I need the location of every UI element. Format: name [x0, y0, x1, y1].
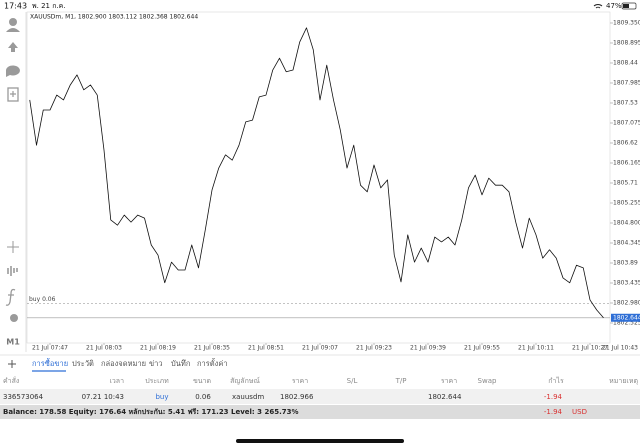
x-tick-label: 21 Jul 09:07 — [302, 345, 338, 352]
x-tick-label: 21 Jul 07:47 — [32, 345, 68, 352]
balance-profit: -1.94 — [544, 408, 563, 416]
cell-volume: 0.06 — [195, 393, 211, 401]
new-order-plus — [10, 91, 16, 97]
column-header: ราคา — [441, 377, 457, 385]
chart-frame — [26, 11, 611, 344]
cell-profit: -1.94 — [544, 393, 563, 401]
y-tick-label: 1802.525 — [613, 319, 640, 326]
y-tick-label: 1808.44 — [613, 59, 638, 66]
column-header: เวลา — [109, 377, 124, 385]
add-button[interactable] — [8, 360, 16, 368]
cell-open-price: 1802.966 — [280, 393, 314, 401]
tab[interactable]: การซื้อขาย — [32, 358, 68, 368]
column-header: คำสั่ง — [3, 376, 19, 385]
column-header: T/P — [395, 377, 407, 385]
cell-time: 07.21 10:43 — [82, 393, 124, 401]
battery-level — [623, 4, 629, 8]
x-tick-label: 21 Jul 09:55 — [464, 345, 500, 352]
tab[interactable]: การตั้งค่า — [197, 358, 228, 368]
y-tick-label: 1809.350 — [613, 19, 640, 26]
y-tick-label: 1806.165 — [613, 159, 640, 166]
column-header: กำไร — [548, 376, 564, 385]
y-tick-label: 1807.985 — [613, 79, 640, 86]
tab[interactable]: บันทึก — [171, 359, 190, 368]
tabs: การซื้อขาย ประวัติ กล่องจดหมาย ข่าว บันทึก กา… — [32, 358, 228, 372]
status-time: 17:43 — [4, 2, 27, 11]
new-order-icon[interactable] — [7, 87, 19, 102]
timeframe-button[interactable]: M1 — [6, 338, 20, 347]
status-date: พ. 21 ก.ค. — [32, 2, 66, 10]
y-tick-label: 1803.435 — [613, 279, 640, 286]
account-icon[interactable] — [9, 18, 17, 26]
indicator-icon[interactable] — [7, 266, 18, 276]
home-indicator — [236, 439, 404, 443]
cell-symbol: xauusdm — [232, 393, 264, 401]
chat-icon[interactable] — [5, 65, 20, 77]
balance-bg — [0, 405, 640, 419]
wifi-icon — [593, 4, 603, 9]
x-tick-label: 21 Jul 10:11 — [518, 345, 554, 352]
y-tick-label: 1804.800 — [613, 219, 640, 226]
balance-text: Balance: 178.58 Equity: 176.64 หลักประกั… — [3, 408, 298, 416]
column-header: ประเภท — [145, 377, 169, 385]
position-row-bg — [0, 389, 640, 404]
y-tick-label: 1805.71 — [613, 179, 638, 186]
crosshair-icon[interactable] — [7, 241, 19, 253]
y-tick-label: 1806.62 — [613, 139, 638, 146]
order-line-label: buy 0.06 — [29, 296, 56, 303]
balance-currency: USD — [572, 408, 587, 416]
battery-icon — [621, 2, 637, 10]
y-tick-label: 1802.980 — [613, 299, 640, 306]
y-tick-label: 1807.53 — [613, 99, 638, 106]
column-header: S/L — [347, 377, 358, 385]
column-header: ราคา — [292, 377, 308, 385]
y-tick-label: 1807.075 — [613, 119, 640, 126]
chart-title: XAUUSDm, M1, 1802.900 1803.112 1802.368 … — [30, 14, 198, 21]
column-header: สัญลักษณ์ — [230, 377, 260, 385]
x-tick-label: 21 Jul 09:23 — [356, 345, 392, 352]
plot: 1809.350 1808.895 1808.44 1807.985 1807.53 18… — [27, 19, 640, 352]
y-tick-label: 1805.255 — [613, 199, 640, 206]
tab[interactable]: ประวัติ — [72, 359, 94, 368]
cell-type: buy — [155, 393, 168, 401]
toolbar: M1 — [5, 18, 20, 347]
status-battery: 47% — [606, 2, 622, 10]
price-tag-label: 1802.644 — [613, 314, 640, 321]
x-tick-label: 21 Jul 08:51 — [248, 345, 284, 352]
trade-icon[interactable] — [8, 42, 18, 52]
tab[interactable]: ข่าว — [149, 359, 163, 368]
tab[interactable]: กล่องจดหมาย — [101, 359, 146, 368]
y-tick-label: 1804.345 — [613, 239, 640, 246]
x-tick-label: 21 Jul 09:39 — [410, 345, 446, 352]
cell-price: 1802.644 — [428, 393, 462, 401]
cell-order: 336573064 — [3, 393, 44, 401]
column-header: ขนาด — [193, 377, 211, 385]
price-line-series — [29, 27, 604, 319]
x-tick-label: 21 Jul 10:27 — [572, 345, 608, 352]
table-header: คำสั่ง เวลา ประเภท ขนาด สัญลักษณ์ ราคา S/L T/P ร… — [3, 376, 638, 385]
function-icon[interactable] — [5, 288, 16, 306]
x-tick-label: 21 Jul 08:03 — [86, 345, 122, 352]
account-icon-body — [6, 28, 20, 32]
objects-icon[interactable] — [10, 314, 18, 322]
price-tag-bg — [611, 313, 640, 322]
x-tick-label: 21 Jul 08:19 — [140, 345, 176, 352]
y-tick-label: 1808.895 — [613, 39, 640, 46]
y-tick-label: 1803.89 — [613, 259, 638, 266]
x-end-label: 21 Jul 10:43 — [602, 345, 638, 352]
column-header: หมายเหตุ — [609, 377, 638, 385]
x-tick-label: 21 Jul 08:35 — [194, 345, 230, 352]
column-header: Swap — [478, 377, 497, 385]
